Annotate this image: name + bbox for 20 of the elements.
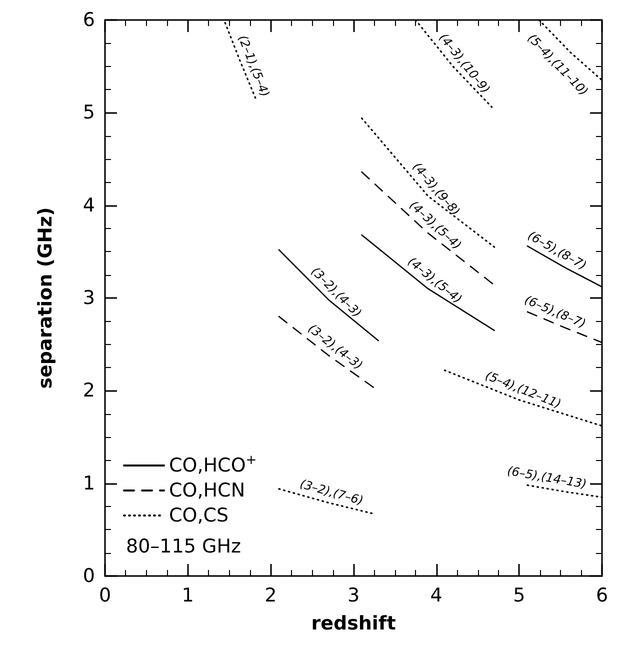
y-tick-label: 6 [82,9,95,31]
y-tick-label: 3 [82,287,95,309]
x-axis-title: redshift [311,612,396,634]
x-tick-label: 4 [430,584,442,606]
y-tick-label: 4 [82,194,95,216]
x-tick-label: 3 [347,584,360,606]
legend-label: CO,HCN [169,480,246,502]
y-tick-label: 2 [82,380,95,402]
annotation: 80–115 GHz [126,536,241,558]
y-tick-label: 0 [82,565,95,587]
y-tick-label: 1 [82,472,95,494]
y-axis-title: separation (GHz) [34,207,56,389]
x-tick-label: 5 [513,584,526,606]
x-tick-label: 1 [182,584,194,606]
legend-label: CO,HCO+ [169,453,257,476]
legend-label: CO,CS [169,504,229,526]
x-tick-label: 2 [264,584,277,606]
y-tick-label: 5 [82,102,95,124]
x-tick-label: 0 [98,584,112,606]
x-tick-label: 6 [596,584,608,606]
